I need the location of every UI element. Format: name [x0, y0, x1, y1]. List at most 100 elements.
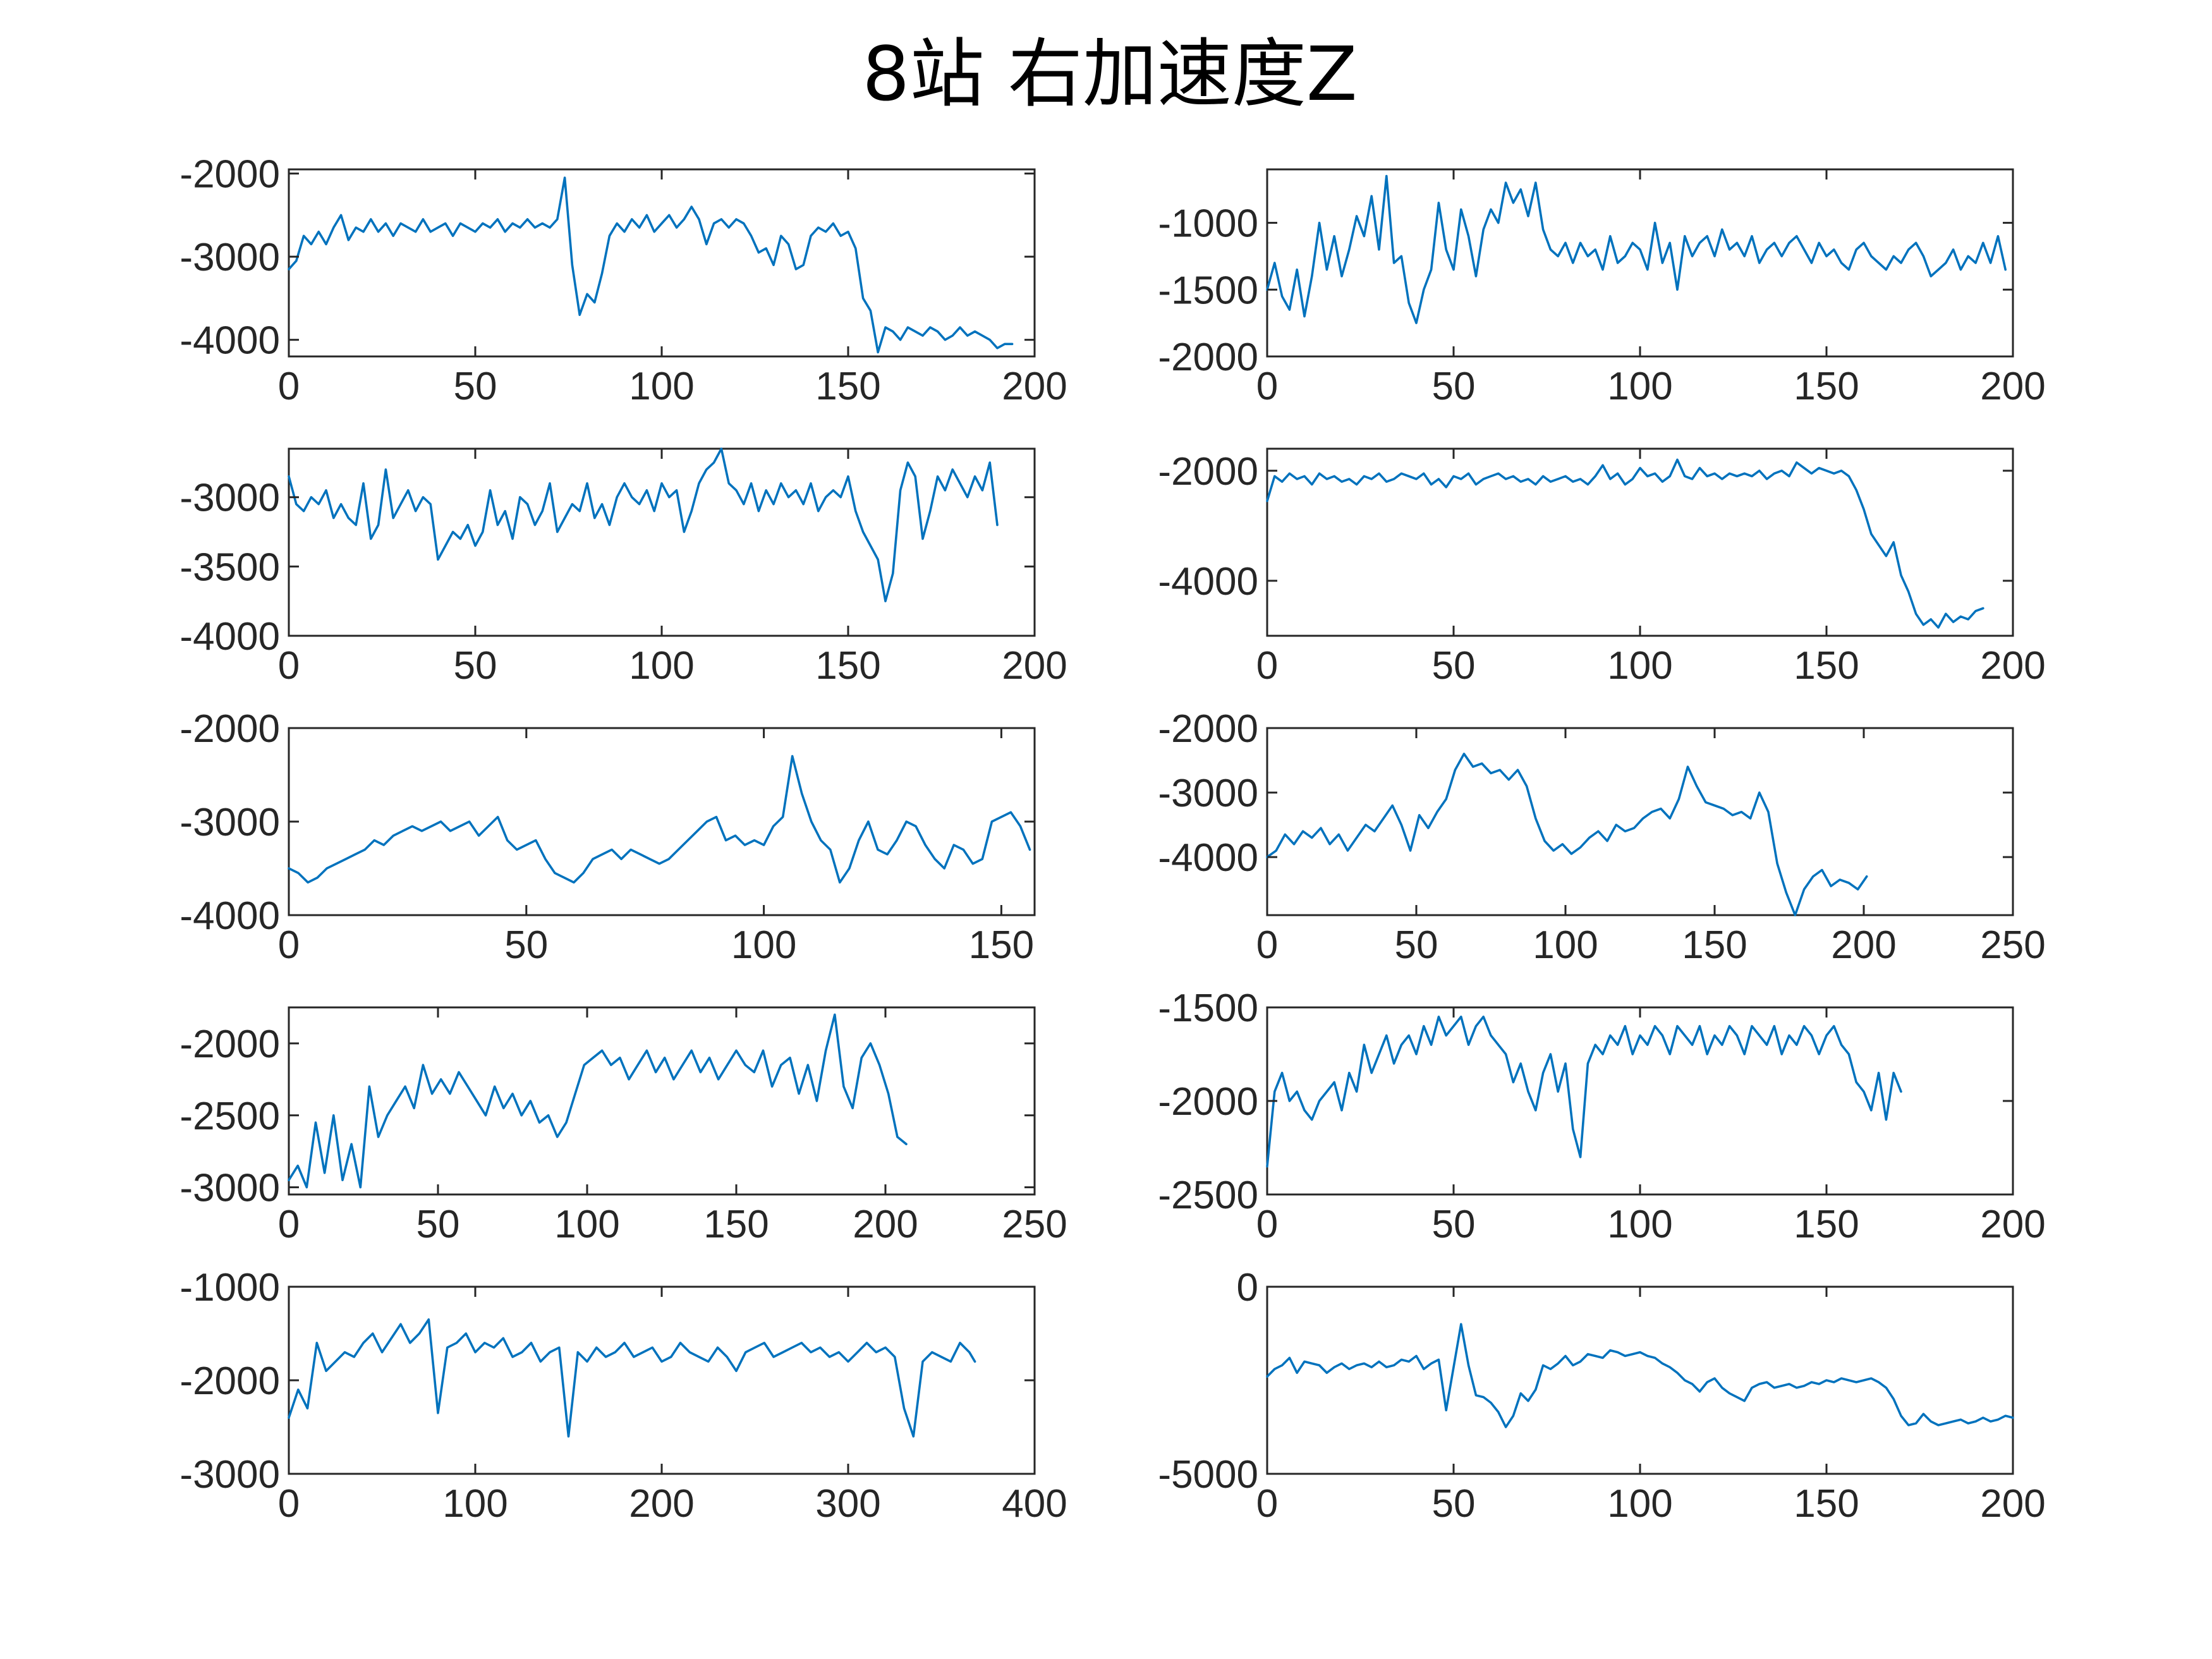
x-tick-label: 150 — [1794, 1203, 1859, 1246]
x-tick-label: 100 — [554, 1203, 619, 1246]
x-tick-label: 100 — [1607, 1482, 1672, 1526]
x-tick-label: 50 — [416, 1203, 460, 1246]
series-line — [1266, 753, 1868, 916]
y-tick-label: -1500 — [1158, 269, 1258, 312]
x-tick-label: 400 — [1002, 1482, 1067, 1526]
y-tick-label: -4000 — [1158, 836, 1258, 880]
x-tick-label: 0 — [278, 365, 300, 408]
x-tick-label: 50 — [454, 365, 497, 408]
series-line — [1266, 1016, 1902, 1168]
x-tick-label: 0 — [278, 1203, 300, 1246]
x-tick-label: 150 — [1794, 644, 1859, 688]
x-tick-label: 200 — [629, 1482, 694, 1526]
y-tick-label: -4000 — [179, 615, 280, 659]
y-tick-label: -2000 — [179, 1023, 280, 1066]
x-tick-label: 200 — [1002, 365, 1067, 408]
x-tick-label: 50 — [1395, 923, 1438, 967]
x-tick-label: 200 — [1980, 1482, 2045, 1526]
y-tick-label: -2000 — [179, 1359, 280, 1403]
y-tick-label: -2000 — [1158, 1080, 1258, 1124]
y-tick-label: -3000 — [179, 801, 280, 844]
x-tick-label: 200 — [1831, 923, 1896, 967]
x-tick-label: 300 — [815, 1482, 880, 1526]
y-tick-label: -3000 — [1158, 772, 1258, 815]
x-tick-label: 0 — [278, 644, 300, 688]
x-tick-label: 100 — [1533, 923, 1598, 967]
subplot-4: 0 50 100 150 200 -2000 -4000 — [1158, 447, 2046, 688]
y-tick-label: -4000 — [179, 894, 280, 938]
x-tick-label: 200 — [1980, 1203, 2045, 1246]
series-line — [288, 755, 1031, 884]
axes-frame — [288, 1006, 1036, 1196]
x-tick-label: 100 — [442, 1482, 507, 1526]
subplot-5: 0 50 100 150 -2000 -3000 -4000 — [179, 707, 1036, 967]
x-tick-label: 0 — [1256, 365, 1278, 408]
subplot-3: 0 50 100 150 200 -3000 -3500 -4000 — [179, 447, 1067, 688]
x-tick-label: 200 — [853, 1203, 918, 1246]
x-tick-label: 200 — [1002, 644, 1067, 688]
y-tick-label: -1000 — [1158, 202, 1258, 246]
x-tick-label: 100 — [629, 644, 694, 688]
x-tick-label: 0 — [278, 1482, 300, 1526]
x-tick-label: 100 — [1607, 1203, 1672, 1246]
y-tick-label: -2500 — [1158, 1174, 1258, 1217]
x-tick-label: 150 — [815, 644, 880, 688]
y-tick-label: -3000 — [179, 477, 280, 520]
x-tick-label: 50 — [1432, 644, 1476, 688]
x-tick-label: 0 — [278, 923, 300, 967]
figure-title: 8站 右加速度Z — [862, 30, 1357, 118]
x-tick-label: 150 — [1794, 1482, 1859, 1526]
x-tick-label: 250 — [1002, 1203, 1067, 1246]
axes-frame — [288, 447, 1036, 637]
x-tick-label: 100 — [629, 365, 694, 408]
series-line — [288, 447, 999, 603]
y-tick-label: -3000 — [179, 236, 280, 279]
axes-frame — [288, 168, 1036, 358]
y-tick-label: -4000 — [1158, 560, 1258, 604]
subplot-6: 0 50 100 150 200 250 -2000 -3000 -4000 — [1158, 707, 2045, 967]
y-tick-label: -3500 — [179, 545, 280, 589]
y-tick-label: 0 — [1237, 1266, 1258, 1310]
x-tick-label: 150 — [969, 923, 1034, 967]
x-tick-label: 150 — [1794, 365, 1859, 408]
x-tick-label: 100 — [1607, 644, 1672, 688]
y-tick-label: -2000 — [1158, 450, 1258, 494]
subplot-10: 0 50 100 150 2000-5000 — [1158, 1266, 2045, 1526]
y-tick-label: -3000 — [179, 1453, 280, 1497]
series-line — [288, 1013, 908, 1189]
axes-frame — [1266, 1285, 2014, 1475]
x-tick-label: 250 — [1980, 923, 2045, 967]
series-line — [288, 1318, 976, 1438]
subplot-8: 0 50 100 150 200 -1500 -2000 -2500 — [1158, 987, 2045, 1246]
series-line — [1266, 458, 1984, 629]
subplot-1: 0 50 100 150 200 -2000 -3000 -4000 — [179, 153, 1067, 408]
x-tick-label: 150 — [1682, 923, 1747, 967]
x-tick-label: 0 — [1256, 923, 1278, 967]
y-tick-label: -2000 — [1158, 336, 1258, 379]
y-tick-label: -4000 — [179, 319, 280, 363]
series-line — [1266, 174, 2007, 324]
x-tick-label: 50 — [1432, 1203, 1476, 1246]
y-tick-label: -2500 — [179, 1095, 280, 1138]
y-tick-label: -2000 — [1158, 707, 1258, 751]
x-tick-label: 150 — [815, 365, 880, 408]
x-tick-label: 0 — [1256, 1482, 1278, 1526]
x-tick-label: 0 — [1256, 644, 1278, 688]
x-tick-label: 50 — [1432, 365, 1476, 408]
x-tick-label: 50 — [1432, 1482, 1476, 1526]
subplot-7: 0 50 100 150 200 250 -2000 -2500 -3000 — [179, 1006, 1067, 1246]
axes-frame — [288, 1285, 1036, 1475]
x-tick-label: 50 — [454, 644, 497, 688]
axes-frame — [1266, 447, 2014, 637]
x-tick-label: 150 — [703, 1203, 769, 1246]
y-tick-label: -2000 — [179, 153, 280, 197]
x-tick-label: 50 — [504, 923, 548, 967]
y-tick-label: -1000 — [179, 1266, 280, 1310]
y-tick-label: -3000 — [179, 1167, 280, 1210]
y-tick-label: -2000 — [179, 707, 280, 751]
axes-frame — [288, 727, 1036, 916]
series-line — [1266, 1323, 2014, 1428]
y-tick-label: -1500 — [1158, 987, 1258, 1030]
